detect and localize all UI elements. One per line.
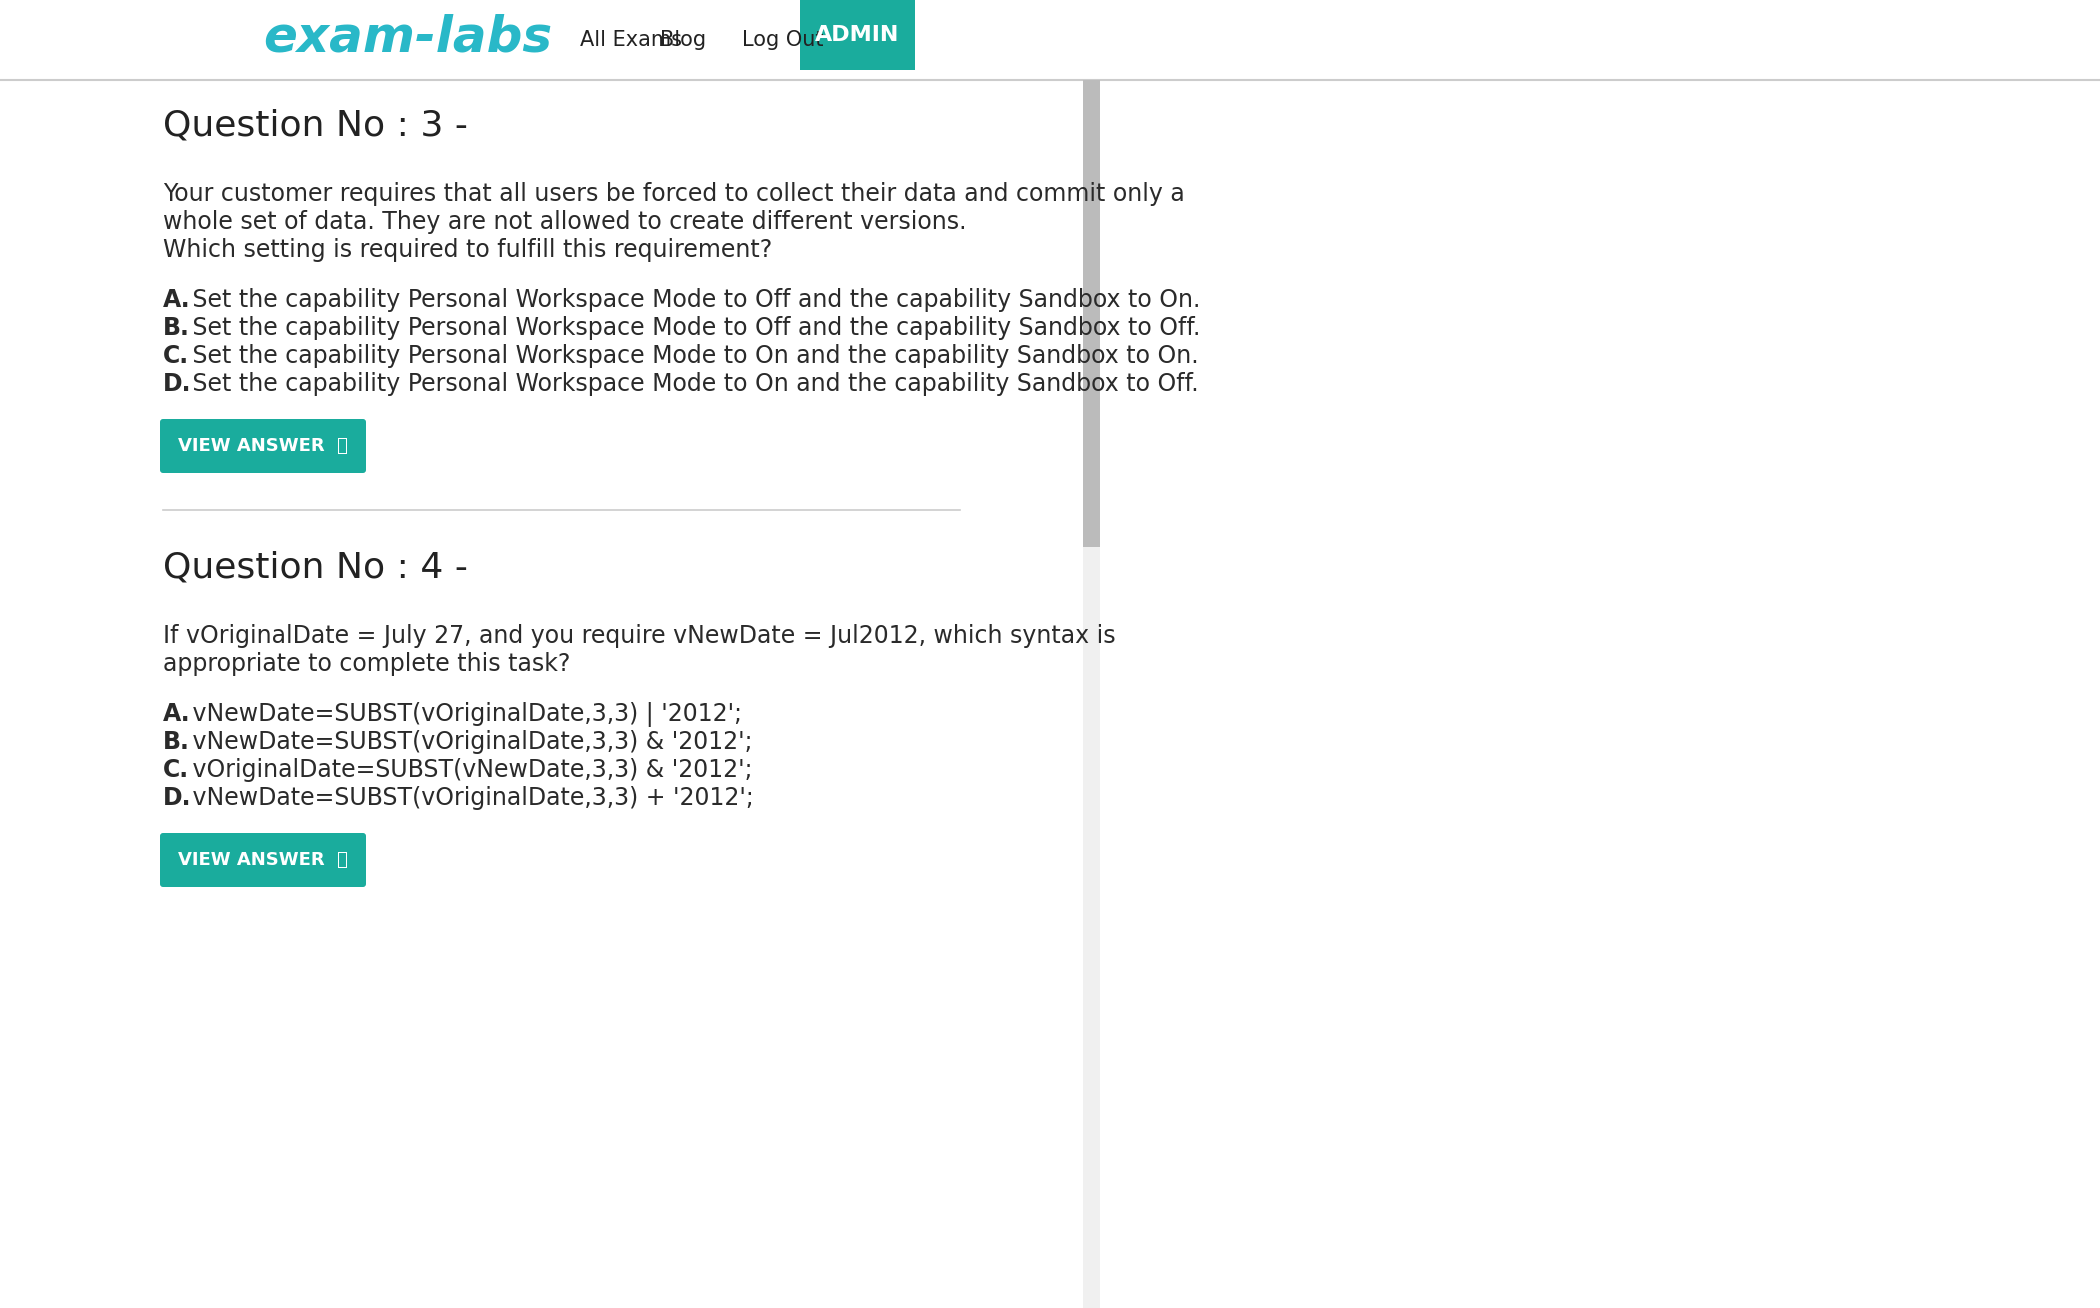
Text: Set the capability Personal Workspace Mode to Off and the capability Sandbox to : Set the capability Personal Workspace Mo… xyxy=(185,317,1201,340)
Text: D.: D. xyxy=(164,371,191,396)
Text: All Exams: All Exams xyxy=(580,30,682,50)
Text: ADMIN: ADMIN xyxy=(815,25,899,44)
Text: Blog: Blog xyxy=(659,30,706,50)
Text: Log Out: Log Out xyxy=(741,30,823,50)
FancyBboxPatch shape xyxy=(160,833,365,887)
Text: Set the capability Personal Workspace Mode to On and the capability Sandbox to O: Set the capability Personal Workspace Mo… xyxy=(185,371,1199,396)
Text: A.: A. xyxy=(164,288,191,313)
Text: VIEW ANSWER  ⧉: VIEW ANSWER ⧉ xyxy=(178,852,349,869)
Text: vNewDate=SUBST(vOriginalDate,3,3) + '2012';: vNewDate=SUBST(vOriginalDate,3,3) + '201… xyxy=(185,786,754,810)
Text: whole set of data. They are not allowed to create different versions.: whole set of data. They are not allowed … xyxy=(164,211,966,234)
FancyBboxPatch shape xyxy=(160,419,365,473)
Text: Which setting is required to fulfill this requirement?: Which setting is required to fulfill thi… xyxy=(164,238,773,262)
Bar xyxy=(1084,80,1100,1308)
Text: B.: B. xyxy=(164,317,189,340)
Text: Set the capability Personal Workspace Mode to On and the capability Sandbox to O: Set the capability Personal Workspace Mo… xyxy=(185,344,1199,368)
Text: C.: C. xyxy=(164,759,189,782)
Text: Question No : 3 -: Question No : 3 - xyxy=(164,109,468,143)
Text: Your customer requires that all users be forced to collect their data and commit: Your customer requires that all users be… xyxy=(164,182,1184,205)
Text: D.: D. xyxy=(164,786,191,810)
Text: A.: A. xyxy=(164,702,191,726)
Bar xyxy=(800,0,916,71)
Text: appropriate to complete this task?: appropriate to complete this task? xyxy=(164,651,571,676)
Bar xyxy=(1084,80,1100,547)
Bar xyxy=(0,0,2100,80)
Text: B.: B. xyxy=(164,730,189,753)
Text: vOriginalDate=SUBST(vNewDate,3,3) & '2012';: vOriginalDate=SUBST(vNewDate,3,3) & '201… xyxy=(185,759,752,782)
Text: vNewDate=SUBST(vOriginalDate,3,3) | '2012';: vNewDate=SUBST(vOriginalDate,3,3) | '201… xyxy=(185,702,741,727)
Text: VIEW ANSWER  ⧉: VIEW ANSWER ⧉ xyxy=(178,437,349,455)
Text: C.: C. xyxy=(164,344,189,368)
Text: Question No : 4 -: Question No : 4 - xyxy=(164,549,468,583)
Text: If vOriginalDate = July 27, and you require vNewDate = Jul2012, which syntax is: If vOriginalDate = July 27, and you requ… xyxy=(164,624,1115,647)
Text: Set the capability Personal Workspace Mode to Off and the capability Sandbox to : Set the capability Personal Workspace Mo… xyxy=(185,288,1201,313)
Text: vNewDate=SUBST(vOriginalDate,3,3) & '2012';: vNewDate=SUBST(vOriginalDate,3,3) & '201… xyxy=(185,730,752,753)
Text: exam-labs: exam-labs xyxy=(262,14,552,61)
